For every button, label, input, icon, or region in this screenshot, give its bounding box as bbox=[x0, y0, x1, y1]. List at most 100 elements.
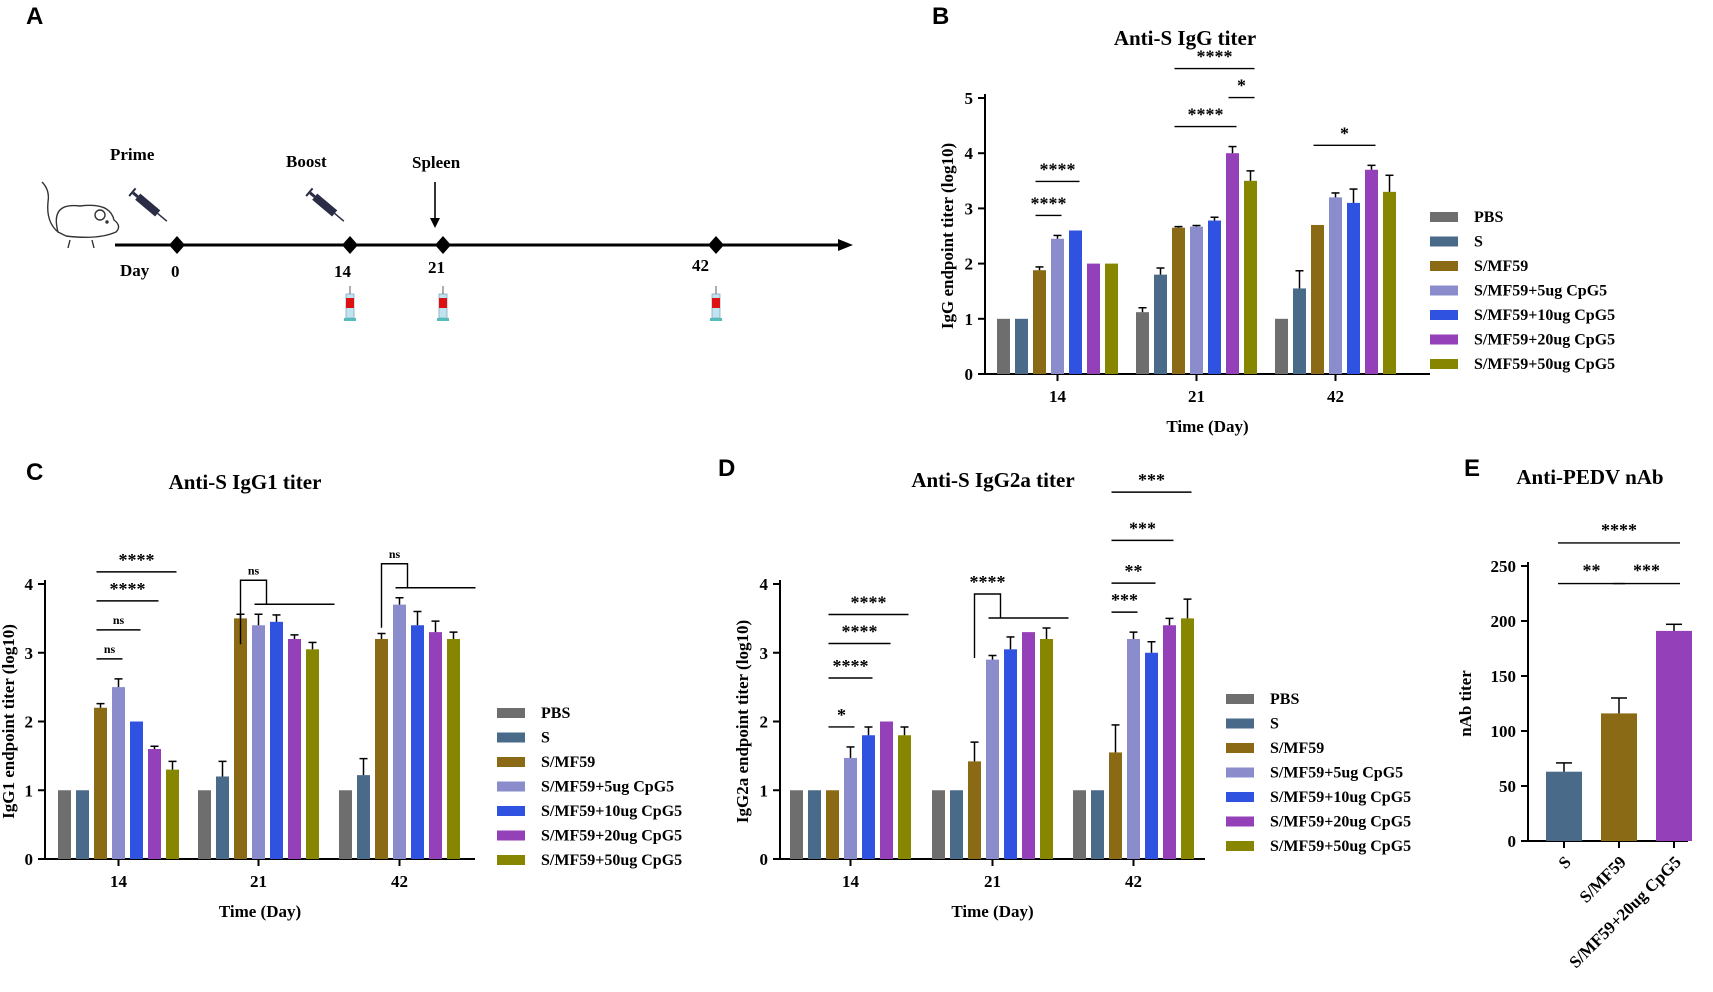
bar-s-mf59-20ug-cpg5-day-42 bbox=[429, 632, 442, 859]
significance-label: ns bbox=[248, 563, 260, 577]
x-tick-label: 21 bbox=[1188, 387, 1205, 406]
bar-s-mf59-50ug-cpg5-day-14 bbox=[1105, 263, 1118, 374]
y-tick-label: 2 bbox=[760, 713, 769, 732]
chart-title: Anti-PEDV nAb bbox=[1516, 465, 1663, 489]
y-tick-label: 3 bbox=[760, 644, 769, 663]
legend-label-s: S bbox=[1270, 716, 1279, 733]
y-tick-label: 0 bbox=[1508, 832, 1517, 851]
syringe-icon bbox=[128, 187, 168, 222]
chart-anti-s-igg: Anti-S IgG titer 0 1 2 3 4 5 IgG endpoint titer… bbox=[938, 26, 1615, 436]
legend-label-pbs: PBS bbox=[541, 705, 570, 722]
legend-swatch-s-mf59-50ug-cpg5 bbox=[497, 855, 525, 865]
y-axis-label: IgG endpoint titer (log10) bbox=[938, 143, 957, 329]
legend-label-s-mf59: S/MF59 bbox=[1270, 740, 1324, 757]
bar-s-mf59-day-42 bbox=[1109, 752, 1122, 859]
legend-label-s-mf59: S/MF59 bbox=[541, 754, 595, 771]
legend-swatch-s-mf59-20ug-cpg5 bbox=[1226, 816, 1254, 827]
bar-pbs-day-14 bbox=[997, 318, 1010, 374]
spleen-label: Spleen bbox=[412, 153, 461, 172]
timeline-marker-day-21 bbox=[435, 236, 451, 254]
chart-title: Anti-S IgG titer bbox=[1114, 26, 1256, 50]
bar-s-mf59-10ug-cpg5-day-14 bbox=[130, 721, 143, 859]
blood-tube-icon bbox=[437, 286, 449, 321]
legend-swatch-s bbox=[1226, 718, 1254, 729]
y-tick-label: 4 bbox=[25, 575, 34, 594]
bar-s-mf59-50ug-cpg5-day-42 bbox=[447, 639, 460, 859]
legend-label-pbs: PBS bbox=[1270, 691, 1299, 708]
significance-label: **** bbox=[1031, 193, 1067, 213]
significance-label: *** bbox=[1633, 561, 1660, 581]
legend-swatch-s-mf59-50ug-cpg5 bbox=[1430, 359, 1458, 369]
y-tick-label: 250 bbox=[1491, 557, 1517, 576]
x-axis-label: Time (Day) bbox=[1166, 417, 1248, 436]
panel-label-a: A bbox=[26, 3, 43, 30]
significance-label: *** bbox=[1111, 590, 1138, 610]
bar-pbs-day-14 bbox=[790, 790, 803, 859]
legend-swatch-s-mf59-5ug-cpg5 bbox=[1430, 285, 1458, 296]
legend-swatch-s-mf59 bbox=[1226, 743, 1254, 753]
syringe-icon bbox=[305, 187, 345, 222]
chart-anti-s-igg1: Anti-S IgG1 titer 0 1 2 3 4 IgG1 endpoint tite… bbox=[0, 470, 682, 921]
bar-s-mf59-day-21 bbox=[968, 761, 981, 859]
timeline-panel: Prime Boost Spleen Day 0 14 21 42 bbox=[41, 145, 853, 321]
bar-s-mf59-10ug-cpg5-day-21 bbox=[1004, 649, 1017, 859]
blood-fill bbox=[346, 298, 354, 308]
bar-s-mf59-20ug-cpg5-day-42 bbox=[1365, 169, 1378, 374]
timeline-arrowhead bbox=[838, 239, 853, 251]
significance-label: * bbox=[1340, 123, 1349, 143]
mouse-icon bbox=[41, 181, 120, 249]
legend-label-s-mf59-20ug-cpg5: S/MF59+20ug CpG5 bbox=[1474, 332, 1615, 349]
significance-label: ns bbox=[104, 642, 116, 656]
x-tick-label: 21 bbox=[984, 872, 1001, 891]
arrow-down-icon bbox=[430, 182, 440, 228]
y-tick-label: 150 bbox=[1491, 667, 1517, 686]
bar-s-mf59-day-14 bbox=[94, 707, 107, 859]
legend-label-s-mf59-5ug-cpg5: S/MF59+5ug CpG5 bbox=[1474, 283, 1607, 300]
bar-s-mf59-5ug-cpg5-day-21 bbox=[986, 659, 999, 859]
significance-label: **** bbox=[1188, 105, 1224, 125]
y-axis-label: IgG1 endpoint titer (log10) bbox=[0, 624, 18, 819]
legend-swatch-s-mf59-5ug-cpg5 bbox=[1226, 767, 1254, 778]
chart-anti-s-igg2a: Anti-S IgG2a titer 0 1 2 3 4 IgG2a endpoint ti… bbox=[733, 468, 1411, 921]
bar-s-day-14 bbox=[808, 790, 821, 859]
significance-label: **** bbox=[1197, 47, 1233, 67]
significance-bracket bbox=[380, 563, 476, 628]
day-tick-42: 42 bbox=[692, 256, 709, 275]
bar-s-mf59-20ug-cpg5-day-14 bbox=[148, 749, 161, 859]
bar-pbs-day-42 bbox=[339, 790, 352, 859]
significance-label: ** bbox=[1583, 561, 1601, 581]
x-tick-label: 14 bbox=[1049, 387, 1067, 406]
legend-swatch-pbs bbox=[1430, 212, 1458, 222]
bar-pbs-day-21 bbox=[1136, 312, 1149, 374]
bar-s-day-14 bbox=[76, 790, 89, 859]
bar-s-mf59-20ug-cpg5-day-21 bbox=[288, 639, 301, 859]
legend-swatch-s-mf59-20ug-cpg5 bbox=[1430, 334, 1458, 345]
bar-s-mf59-5ug-cpg5-day-21 bbox=[252, 625, 265, 859]
bar-s-mf59-5ug-cpg5-day-42 bbox=[393, 604, 406, 859]
y-tick-label: 200 bbox=[1491, 612, 1517, 631]
panel-label-d: D bbox=[718, 455, 735, 482]
day-tick-21: 21 bbox=[428, 258, 445, 277]
bar-s-day-42 bbox=[357, 775, 370, 859]
legend-swatch-s-mf59-20ug-cpg5 bbox=[497, 830, 525, 841]
boost-label: Boost bbox=[286, 152, 327, 171]
y-tick-label: 50 bbox=[1499, 777, 1516, 796]
bar-s-mf59-50ug-cpg5-day-14 bbox=[166, 769, 179, 859]
x-axis-label: Time (Day) bbox=[951, 902, 1033, 921]
x-tick-label: 21 bbox=[250, 872, 267, 891]
bar-s-day-21 bbox=[216, 776, 229, 859]
legend-label-s-mf59-5ug-cpg5: S/MF59+5ug CpG5 bbox=[541, 779, 674, 796]
blood-tube-base bbox=[437, 318, 449, 321]
bar-s-mf59 bbox=[1601, 713, 1637, 841]
x-tick-label-s: S bbox=[1555, 852, 1575, 872]
y-tick-label: 2 bbox=[965, 255, 974, 274]
x-tick-label-s-mf59: S/MF59 bbox=[1576, 852, 1630, 906]
legend-label-s-mf59-10ug-cpg5: S/MF59+10ug CpG5 bbox=[1270, 789, 1411, 806]
y-tick-label: 0 bbox=[965, 365, 974, 384]
x-tick-label: 14 bbox=[110, 872, 128, 891]
panel-label-e: E bbox=[1464, 455, 1480, 482]
bar-s-mf59-20ug-cpg5-day-42 bbox=[1163, 625, 1176, 859]
bar-s-mf59-20ug-cpg5-day-21 bbox=[1226, 153, 1239, 374]
significance-label: ** bbox=[1125, 561, 1143, 581]
significance-label: **** bbox=[119, 550, 155, 570]
